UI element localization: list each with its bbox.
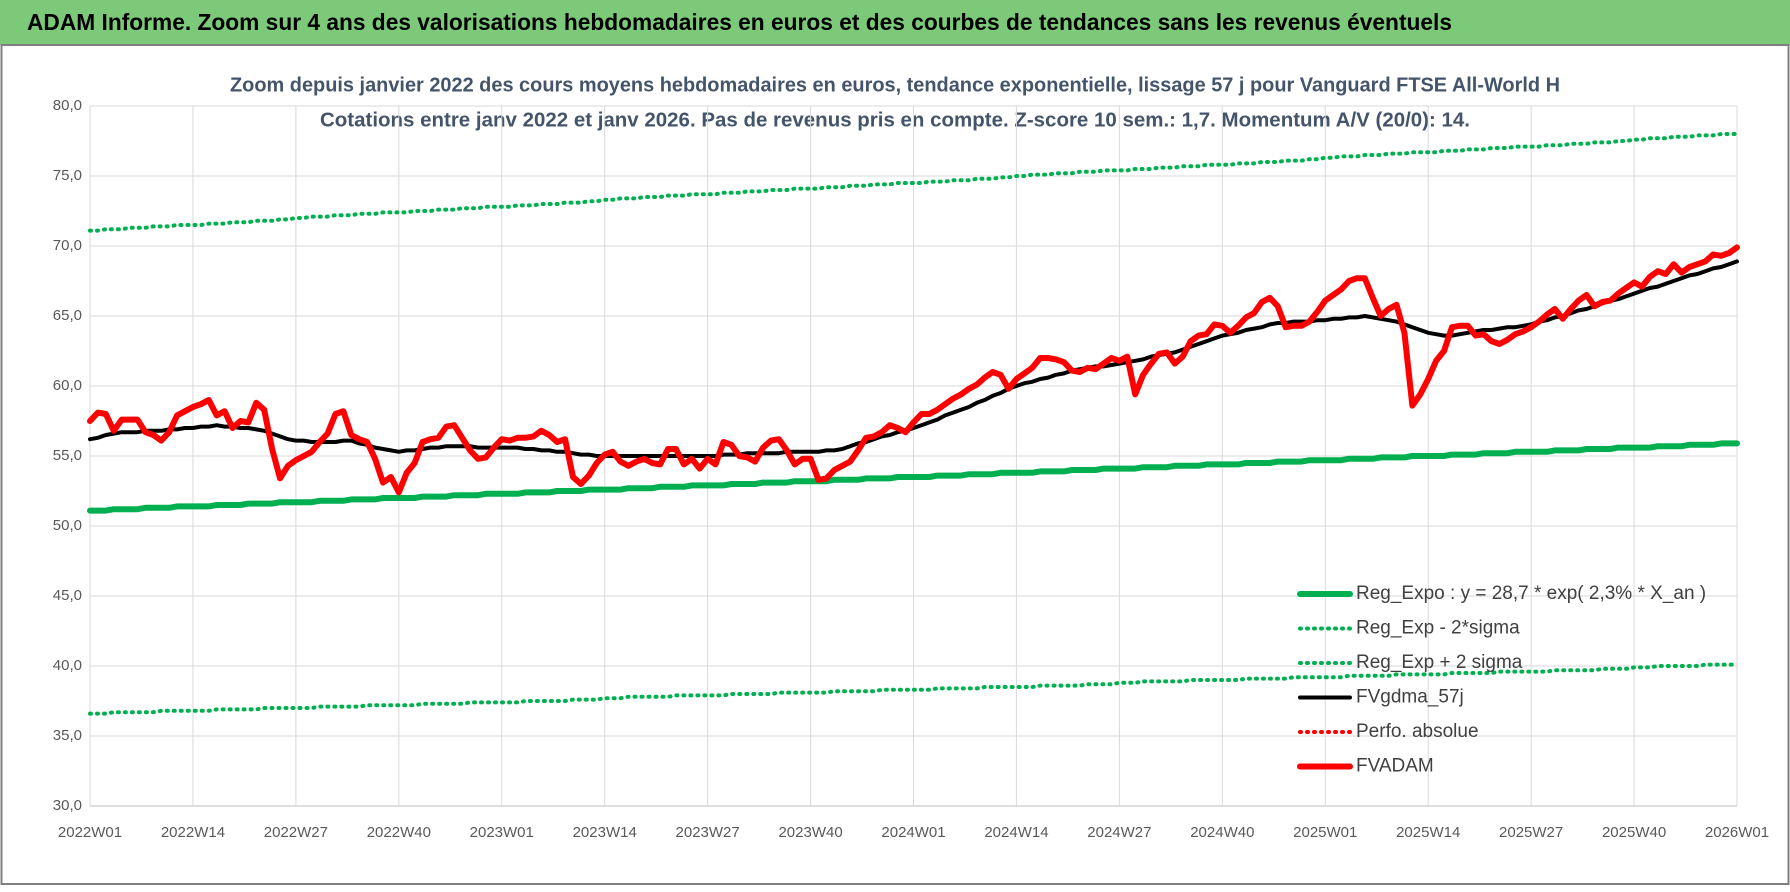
- series-line: [88, 259, 1739, 458]
- y-tick-label: 30,0: [53, 797, 82, 814]
- legend-label: Reg_Exp + 2 sigma: [1356, 652, 1523, 673]
- y-tick-label: 80,0: [53, 97, 82, 114]
- legend-label: FVgdma_57j: [1356, 687, 1464, 708]
- legend: Reg_Expo : y = 28,7 * exp( 2,3% * X_an )…: [1297, 583, 1706, 777]
- x-tick-label: 2025W01: [1293, 824, 1357, 841]
- x-tick-label: 2026W01: [1705, 824, 1769, 841]
- y-tick-label: 65,0: [53, 307, 82, 324]
- legend-label: Reg_Exp - 2*sigma: [1356, 618, 1520, 639]
- x-tick-label: 2022W40: [367, 824, 431, 841]
- chart-title: Zoom depuis janvier 2022 des cours moyen…: [230, 74, 1560, 96]
- chart-subtitle: Cotations entre janv 2022 et janv 2026. …: [320, 109, 1470, 131]
- series-line: [88, 132, 1739, 233]
- legend-label: Perfo. absolue: [1356, 721, 1479, 742]
- y-tick-label: 75,0: [53, 167, 82, 184]
- y-tick-label: 40,0: [53, 657, 82, 674]
- x-tick-label: 2024W40: [1190, 824, 1254, 841]
- x-tick-label: 2023W40: [778, 824, 842, 841]
- series-line: [87, 244, 1740, 496]
- legend-label: Reg_Expo : y = 28,7 * exp( 2,3% * X_an ): [1356, 583, 1706, 604]
- series-line: [88, 662, 1739, 716]
- x-tick-label: 2023W01: [470, 824, 534, 841]
- x-tick-label: 2022W01: [58, 824, 122, 841]
- x-tick-label: 2025W27: [1499, 824, 1563, 841]
- x-tick-label: 2025W14: [1396, 824, 1460, 841]
- y-tick-label: 45,0: [53, 587, 82, 604]
- y-tick-label: 35,0: [53, 727, 82, 744]
- grid: 30,0 35,0 40,0 45,0 50,0 55,0 60,0 65,0 70,0 75,0…: [53, 97, 1769, 841]
- x-tick-label: 2023W27: [676, 824, 740, 841]
- y-tick-label: 50,0: [53, 517, 82, 534]
- x-tick-label: 2023W14: [573, 824, 637, 841]
- x-tick-label: 2024W01: [881, 824, 945, 841]
- x-tick-label: 2024W14: [984, 824, 1048, 841]
- chart-frame: [0, 44, 1790, 885]
- header-bar: [0, 0, 1790, 45]
- y-tick-label: 55,0: [53, 447, 82, 464]
- x-tick-label: 2025W40: [1602, 824, 1666, 841]
- y-tick-label: 70,0: [53, 237, 82, 254]
- header-title: ADAM Informe. Zoom sur 4 ans des valoris…: [27, 9, 1452, 35]
- y-tick-label: 60,0: [53, 377, 82, 394]
- x-tick-label: 2022W27: [264, 824, 328, 841]
- series-line: [87, 440, 1740, 514]
- x-tick-label: 2024W27: [1087, 824, 1151, 841]
- x-tick-label: 2022W14: [161, 824, 225, 841]
- plot-lines: [87, 132, 1740, 716]
- legend-label: FVADAM: [1356, 756, 1434, 777]
